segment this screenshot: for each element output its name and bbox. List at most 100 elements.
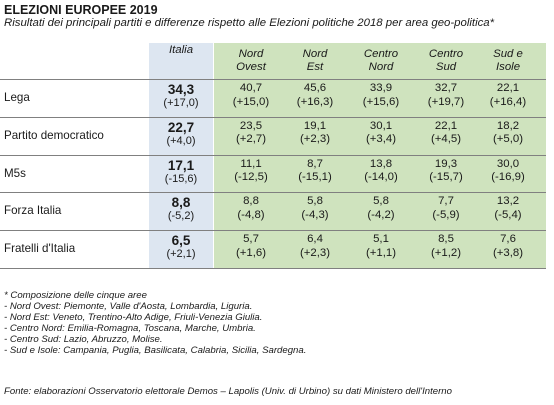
area-value-cell: 22,1 (+16,4) xyxy=(476,82,540,114)
vote-change: (+3,4) xyxy=(365,133,397,146)
table-row: Partito democratico 22,7 (+4,0) 23,5 (+2,7) 1… xyxy=(0,117,546,154)
vote-change: (-16,9) xyxy=(491,171,525,184)
column-header-text: Sud e xyxy=(493,48,523,60)
area-value-cell: 5,7 (+1,6) xyxy=(219,233,283,265)
vote-share: 7,7 xyxy=(438,195,454,208)
vote-share: 5,8 xyxy=(373,195,389,208)
note-line: - Nord Est: Veneto, Trentino-Alto Adige,… xyxy=(4,312,263,324)
italia-value-cell: 6,5 (+2,1) xyxy=(149,233,213,265)
area-value-cell: 22,1 (+4,5) xyxy=(414,120,478,152)
vote-change: (+1,2) xyxy=(430,246,462,259)
italia-value-cell: 22,7 (+4,0) xyxy=(149,120,213,152)
area-value-cell: 7,6 (+3,8) xyxy=(476,233,540,265)
vote-share: 5,8 xyxy=(307,195,323,208)
vote-change: (+5,0) xyxy=(492,133,524,146)
results-table: Italia Nord Ovest Nord Est Centro Nord Centro Su… xyxy=(0,43,554,269)
area-value-cell: 18,2 (+5,0) xyxy=(476,120,540,152)
row-divider xyxy=(0,79,546,80)
table-row: Forza Italia 8,8 (-5,2) 8,8 (-4,8) 5,8 (-4,3) 5… xyxy=(0,192,546,229)
vote-change: (-5,2) xyxy=(167,210,195,223)
area-value-cell: 5,8 (-4,2) xyxy=(349,195,413,227)
vote-change: (+3,8) xyxy=(492,246,524,259)
column-header: Nord Est xyxy=(283,43,347,79)
vote-share: 8,7 xyxy=(307,157,323,170)
vote-change: (+1,1) xyxy=(365,246,397,259)
vote-change: (-15,1) xyxy=(298,171,332,184)
vote-change: (+2,1) xyxy=(166,248,196,261)
note-line: - Centro Nord: Emilia-Romagna, Toscana, … xyxy=(4,323,256,335)
italia-value-cell: 8,8 (-5,2) xyxy=(149,195,213,227)
area-value-cell: 8,5 (+1,2) xyxy=(414,233,478,265)
vote-change: (-14,0) xyxy=(364,171,398,184)
column-header: Sud e Isole xyxy=(476,43,540,79)
vote-change: (-4,2) xyxy=(367,208,395,221)
area-value-cell: 13,8 (-14,0) xyxy=(349,158,413,190)
column-header-text: Sud xyxy=(435,61,457,73)
area-value-cell: 8,7 (-15,1) xyxy=(283,158,347,190)
vote-change: (+2,3) xyxy=(299,246,331,259)
row-divider xyxy=(0,192,546,194)
vote-share: 5,7 xyxy=(243,233,259,246)
vote-share: 6,4 xyxy=(307,233,323,246)
vote-share: 7,6 xyxy=(500,233,516,246)
vote-share: 40,7 xyxy=(239,82,263,94)
column-header-text: Isole xyxy=(495,61,521,73)
area-value-cell: 33,9 (+15,6) xyxy=(349,82,413,114)
area-value-cell: 13,2 (-5,4) xyxy=(476,195,540,227)
vote-change: (+16,4) xyxy=(489,95,527,108)
vote-share: 30,0 xyxy=(496,157,520,170)
party-label: Fratelli d'Italia xyxy=(4,242,76,256)
page-title: ELEZIONI EUROPEE 2019 xyxy=(4,3,158,17)
vote-share: 17,1 xyxy=(167,157,195,173)
area-value-cell: 5,1 (+1,1) xyxy=(349,233,413,265)
vote-share: 33,9 xyxy=(369,82,393,94)
column-header-text: Nord xyxy=(238,48,264,60)
party-label: Lega xyxy=(4,91,30,104)
vote-change: (+1,6) xyxy=(235,246,267,259)
vote-share: 13,2 xyxy=(496,195,520,208)
vote-share: 18,2 xyxy=(496,119,520,132)
vote-change: (-15,7) xyxy=(429,171,463,184)
column-header-text: Centro xyxy=(428,48,464,60)
italia-value-cell: 34,3 (+17,0) xyxy=(149,82,213,114)
column-header: Centro Nord xyxy=(349,43,413,79)
area-value-cell: 30,1 (+3,4) xyxy=(349,120,413,152)
area-value-cell: 19,3 (-15,7) xyxy=(414,158,478,190)
vote-change: (+15,6) xyxy=(362,95,400,108)
note-line: - Centro Sud: Lazio, Abruzzo, Molise. xyxy=(4,334,163,346)
party-label: M5s xyxy=(4,166,26,180)
vote-share: 19,1 xyxy=(303,119,327,132)
vote-share: 8,5 xyxy=(438,233,454,246)
row-divider xyxy=(0,116,546,118)
vote-share: 11,1 xyxy=(240,157,262,170)
vote-change: (-4,3) xyxy=(301,208,329,221)
table-row: Lega 34,3 (+17,0) 40,7 (+15,0) 45,6 (+16,3) 33,… xyxy=(0,79,546,116)
page-subtitle: Risultati dei principali partiti e diffe… xyxy=(4,17,495,29)
vote-share: 8,8 xyxy=(243,195,259,208)
vote-share: 5,1 xyxy=(373,233,389,246)
table-row: Fratelli d'Italia 6,5 (+2,1) 5,7 (+1,6) 6,4 (+… xyxy=(0,230,546,267)
vote-change: (+17,0) xyxy=(163,97,199,109)
vote-change: (-15,6) xyxy=(164,172,198,185)
column-header-text: Ovest xyxy=(236,61,266,73)
vote-change: (+4,5) xyxy=(430,133,462,146)
area-value-cell: 5,8 (-4,3) xyxy=(283,195,347,227)
column-header-text: Nord xyxy=(368,61,394,73)
vote-share: 32,7 xyxy=(434,82,458,94)
area-value-cell: 23,5 (+2,7) xyxy=(219,120,283,152)
vote-share: 8,8 xyxy=(171,195,191,211)
column-header-text: Italia xyxy=(168,44,194,56)
column-header: Centro Sud xyxy=(414,43,478,79)
vote-change: (+2,7) xyxy=(235,133,267,146)
vote-share: 45,6 xyxy=(303,82,327,94)
vote-share: 22,1 xyxy=(496,82,520,94)
area-value-cell: 19,1 (+2,3) xyxy=(283,120,347,152)
area-value-cell: 30,0 (-16,9) xyxy=(476,158,540,190)
area-value-cell: 7,7 (-5,9) xyxy=(414,195,478,227)
note-line: - Sud e Isole: Campania, Puglia, Basilic… xyxy=(4,345,307,357)
italia-value-cell: 17,1 (-15,6) xyxy=(149,158,213,190)
area-value-cell: 40,7 (+15,0) xyxy=(219,82,283,114)
column-header-text: Nord xyxy=(302,48,328,60)
party-label: Forza Italia xyxy=(4,204,62,218)
note-line: * Composizione delle cinque aree xyxy=(4,290,147,301)
